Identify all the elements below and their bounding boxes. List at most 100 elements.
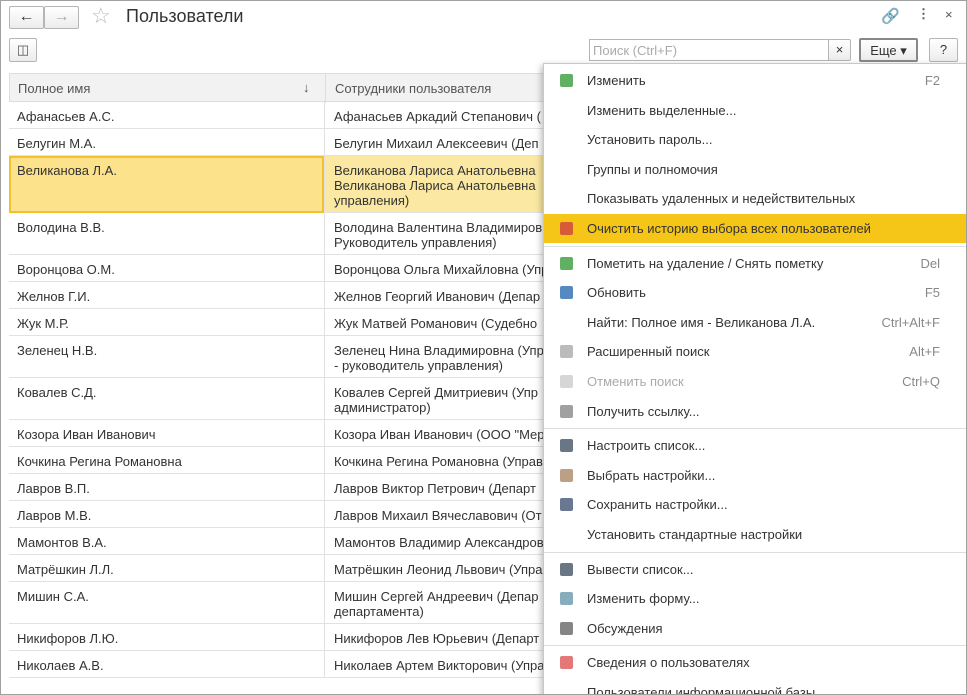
column-divider [324, 501, 325, 528]
more-button[interactable]: Еще ▾ [859, 38, 918, 62]
menu-item[interactable]: Расширенный поиск Alt+F [544, 337, 966, 366]
full-name-cell: Ковалев С.Д. [17, 385, 97, 400]
employee-cell: Матрёшкин Леонид Львович (Упра [334, 562, 542, 577]
full-name-cell: Воронцова О.М. [17, 262, 115, 277]
menu-item[interactable]: Получить ссылку... [544, 397, 966, 426]
column-divider [324, 420, 325, 447]
column-header[interactable]: Полное имя [18, 81, 91, 96]
back-button[interactable]: ← [9, 6, 44, 29]
forward-button[interactable]: → [44, 6, 79, 29]
column-divider [324, 102, 325, 129]
employee-cell: Николаев Артем Викторович (Упра [334, 658, 545, 673]
menu-label: Получить ссылку... [587, 403, 700, 419]
menu-item[interactable]: Настроить список... [544, 431, 966, 460]
menu-item[interactable]: Выбрать настройки... [544, 461, 966, 490]
menu-item: Отменить поиск Ctrl+Q [544, 367, 966, 396]
menu-item[interactable]: Обновить F5 [544, 278, 966, 307]
employee-line: Мишин Сергей Андреевич (Депар [334, 589, 539, 604]
table-row[interactable]: Воронцова О.М. Воронцова Ольга Михайловна… [9, 255, 966, 282]
table-row[interactable]: Ковалев С.Д. Ковалев Сергей Дмитриевич (У… [9, 378, 966, 420]
help-button[interactable]: ? [929, 38, 958, 62]
employee-cell: Ковалев Сергей Дмитриевич (Упр администра… [334, 385, 538, 415]
menu-item[interactable]: Показывать удаленных и недействительных [544, 184, 966, 213]
search-input[interactable]: Поиск (Ctrl+F) [589, 39, 829, 61]
column-divider [324, 528, 325, 555]
menu-label: Вывести список... [587, 561, 694, 577]
full-name-cell: Мишин С.А. [17, 589, 89, 604]
menu-item[interactable]: Установить пароль... [544, 125, 966, 154]
full-name-cell: Лавров В.П. [17, 481, 90, 496]
menu-item[interactable]: Изменить выделенные... [544, 96, 966, 125]
menu-label: Показывать удаленных и недействительных [587, 191, 856, 207]
menu-label: Сохранить настройки... [587, 497, 728, 513]
employee-line: Великанова Лариса Анатольевна [334, 178, 536, 193]
menu-icon [560, 498, 573, 512]
menu-item[interactable]: Изменить F2 [544, 66, 966, 95]
table-row[interactable]: Афанасьев А.С. Афанасьев Аркадий Степанов… [9, 102, 966, 129]
employee-cell: Володина Валентина Владимиров Руководител… [334, 220, 542, 250]
column-divider [324, 447, 325, 474]
page-title: Пользователи [126, 6, 244, 26]
employee-line: - руководитель управления) [334, 358, 503, 373]
table-row[interactable]: Володина В.В. Володина Валентина Владимир… [9, 213, 966, 255]
link-icon[interactable]: 🔗 [881, 8, 900, 25]
search-clear[interactable]: × [828, 39, 851, 61]
more-icon[interactable]: ⋮ [917, 6, 930, 21]
menu-label: Изменить [587, 73, 646, 88]
menu-item[interactable]: Вывести список... [544, 555, 966, 584]
menu-item[interactable]: Изменить форму... [544, 584, 966, 613]
employee-line: Воронцова Ольга Михайловна (Упр [334, 262, 549, 277]
chat-button[interactable]: ◫ [9, 38, 37, 62]
close-icon[interactable]: × [945, 7, 953, 22]
table-row[interactable]: Белугин М.А. Белугин Михаил Алексеевич (Д… [9, 129, 966, 156]
menu-label: Найти: Полное имя - Великанова Л.А. [587, 314, 816, 330]
menu-item[interactable]: Группы и полномочия [544, 155, 966, 184]
table-row[interactable]: Лавров В.П. Лавров Виктор Петрович (Депар… [9, 474, 966, 501]
menu-item[interactable]: Установить стандартные настройки [544, 520, 966, 549]
table-row[interactable]: Козора Иван Иванович Козора Иван Иванович… [9, 420, 966, 447]
menu-shortcut: Alt+F [909, 344, 940, 360]
table-row[interactable]: Желнов Г.И. Желнов Георгий Иванович (Депа… [9, 282, 966, 309]
employee-cell: Воронцова Ольга Михайловна (Упр [334, 262, 548, 277]
employee-line: Николаев Артем Викторович (Упра [334, 658, 545, 673]
favorite-star[interactable]: ☆ [91, 3, 111, 28]
menu-icon [560, 74, 573, 87]
full-name-cell: Матрёшкин Л.Л. [17, 562, 114, 577]
employee-cell: Мишин Сергей Андреевич (Депар департамент… [334, 589, 539, 619]
menu-icon [560, 592, 573, 606]
table-row[interactable]: Мишин С.А. Мишин Сергей Андреевич (Депар д… [9, 582, 966, 624]
table-row[interactable]: Кочкина Регина Романовна Кочкина Регина Р… [9, 447, 966, 474]
context-menu: Изменить F2 Изменить выделенные... Установи… [543, 63, 966, 694]
employee-cell: Белугин Михаил Алексеевич (Деп [334, 136, 539, 151]
menu-item[interactable]: Сохранить настройки... [544, 490, 966, 519]
column-divider [324, 309, 325, 336]
full-name-cell: Жук М.Р. [17, 316, 69, 331]
menu-item[interactable]: Очистить историю выбора всех пользовател… [544, 214, 966, 243]
column-header[interactable]: Сотрудники пользователя [335, 81, 492, 96]
menu-item[interactable]: Найти: Полное имя - Великанова Л.А. Ctrl+… [544, 308, 966, 337]
column-divider [324, 213, 325, 255]
menu-item[interactable]: Сведения о пользователях [544, 648, 966, 677]
menu-item[interactable]: Пользователи информационной базы [544, 678, 966, 694]
employee-cell: Лавров Михаил Вячеславович (От [334, 508, 542, 523]
employee-line: Афанасьев Аркадий Степанович ( [334, 109, 541, 124]
table-row[interactable]: Лавров М.В. Лавров Михаил Вячеславович (О… [9, 501, 966, 528]
table-row[interactable]: Матрёшкин Л.Л. Матрёшкин Леонид Львович (… [9, 555, 966, 582]
menu-icon [560, 656, 573, 670]
employee-line: департамента) [334, 604, 424, 619]
table-row[interactable]: Мамонтов В.А. Мамонтов Владимир Александр… [9, 528, 966, 555]
full-name-cell: Великанова Л.А. [17, 163, 117, 178]
table-row[interactable]: Зеленец Н.В. Зеленец Нина Владимировна (У… [9, 336, 966, 378]
menu-item[interactable]: Обсуждения [544, 614, 966, 643]
employee-line: Никифоров Лев Юрьевич (Департ [334, 631, 540, 646]
menu-icon [560, 468, 573, 482]
menu-label: Отменить поиск [587, 374, 684, 389]
table-row[interactable]: Жук М.Р. Жук Матвей Романович (Судебно [9, 309, 966, 336]
employee-line: Ковалев Сергей Дмитриевич (Упр [334, 385, 539, 400]
table-row[interactable]: Никифоров Л.Ю. Никифоров Лев Юрьевич (Деп… [9, 624, 966, 651]
menu-item[interactable]: Пометить на удаление / Снять пометку Del [544, 249, 966, 278]
employee-line: управления) [334, 193, 410, 208]
menu-icon [560, 286, 573, 300]
table-row[interactable]: Николаев А.В. Николаев Артем Викторович (… [9, 651, 966, 678]
